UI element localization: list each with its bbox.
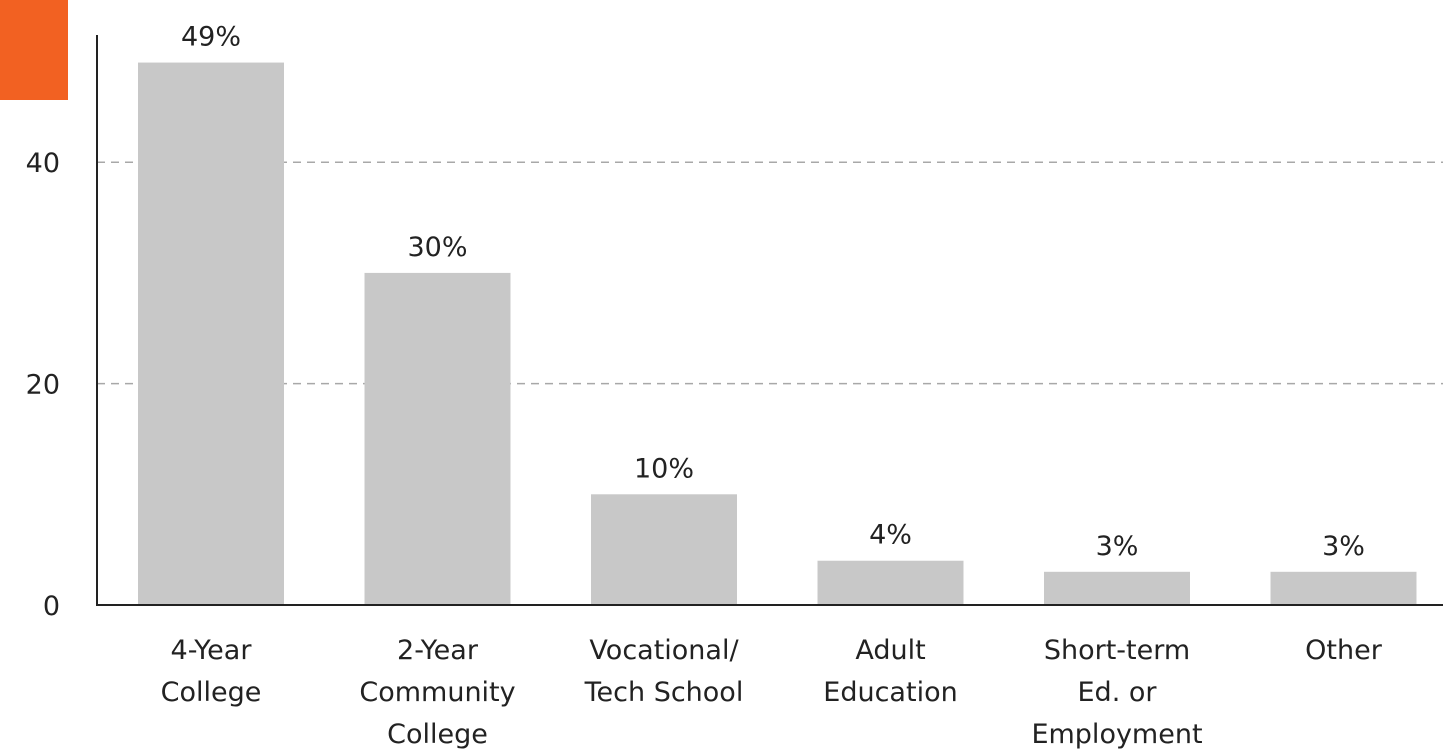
y-tick-label: 20 [26, 370, 60, 401]
category-label: Short-term [1044, 635, 1190, 666]
data-label: 3% [1322, 531, 1365, 562]
category-label: Other [1305, 635, 1383, 666]
category-label: College [161, 677, 262, 708]
category-label: Ed. or [1078, 677, 1158, 708]
bar [817, 560, 964, 605]
category-label: Community [359, 677, 515, 708]
data-label: 3% [1096, 531, 1139, 562]
category-label: Education [823, 677, 957, 708]
labels: 0 20 40 49% 4-Year College 30% 2-Year Community C… [26, 22, 1383, 750]
bar [1044, 571, 1190, 605]
bar [591, 494, 737, 605]
accent-block [0, 0, 68, 100]
data-label: 49% [181, 22, 241, 53]
gridlines [97, 161, 1443, 385]
category-label: Tech School [584, 677, 744, 708]
axes [96, 35, 1443, 606]
data-label: 10% [634, 453, 694, 484]
category-label: Employment [1031, 719, 1202, 750]
y-tick-label: 0 [43, 591, 60, 622]
category-label: 2-Year [397, 635, 479, 666]
bars [138, 62, 1417, 605]
data-label: 30% [407, 232, 467, 263]
category-label: 4-Year [171, 635, 253, 666]
bar [1270, 571, 1417, 605]
category-label: Adult [855, 635, 925, 666]
y-tick-label: 40 [26, 148, 60, 179]
category-label: Vocational/ [589, 635, 739, 666]
data-label: 4% [869, 520, 912, 551]
bar [364, 272, 511, 605]
category-label: College [387, 719, 488, 750]
bar [138, 62, 284, 605]
